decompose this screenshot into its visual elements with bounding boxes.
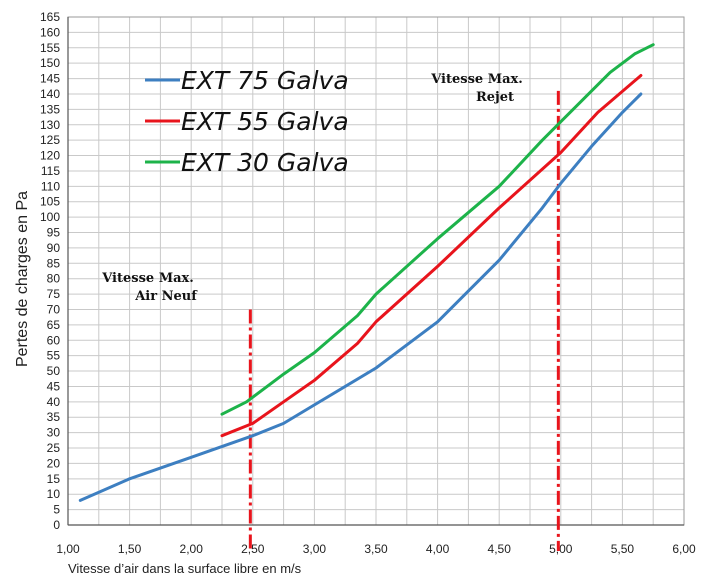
y-tick-label: 145 (40, 72, 60, 86)
y-tick-label: 60 (47, 333, 61, 347)
x-tick-label: 1,50 (118, 542, 142, 556)
x-tick-label: 3,00 (303, 542, 327, 556)
y-tick-label: 0 (53, 518, 60, 532)
y-tick-label: 90 (47, 241, 61, 255)
y-tick-label: 5 (53, 503, 60, 517)
x-tick-label: 2,50 (241, 542, 265, 556)
y-tick-label: 165 (40, 10, 60, 24)
y-tick-label: 135 (40, 102, 60, 116)
series-line (78, 92, 643, 502)
y-tick-label: 115 (41, 164, 60, 178)
y-tick-label: 65 (47, 318, 61, 332)
legend-label: EXT 30 Galva (181, 148, 349, 177)
x-tick-label: 4,00 (426, 542, 450, 556)
y-tick-label: 85 (47, 256, 61, 270)
axes (67, 16, 685, 526)
series-line (220, 74, 643, 438)
x-tick-labels: 1,00 1,50 2,00 2,50 3,00 3,50 4,00 4,50 5,00 5,50… (56, 542, 696, 556)
x-tick-label: 5,50 (611, 542, 635, 556)
y-tick-label: 110 (41, 179, 60, 193)
y-tick-label: 50 (47, 364, 61, 378)
x-axis-label: Vitesse d’air dans la surface libre en m… (68, 561, 302, 576)
x-tick-label: 1,00 (56, 542, 80, 556)
legend-label: EXT 75 Galva (181, 66, 349, 95)
annotations: Vitesse Max. Air Neuf Vitesse Max. Rejet (101, 72, 523, 304)
y-tick-label: 100 (40, 210, 60, 224)
y-tick-label: 75 (47, 287, 61, 301)
grid (67, 16, 685, 526)
series-line (220, 43, 655, 416)
y-tick-label: 160 (40, 25, 60, 39)
y-tick-label: 130 (40, 118, 60, 132)
x-tick-label: 3,50 (364, 542, 388, 556)
x-tick-label: 2,00 (180, 542, 204, 556)
legend: EXT 75 Galva EXT 55 Galva EXT 30 Galva (145, 66, 349, 177)
x-tick-label: 4,50 (488, 542, 512, 556)
legend-label: EXT 55 Galva (181, 107, 349, 136)
y-tick-label: 150 (40, 56, 60, 70)
y-tick-label: 140 (40, 87, 60, 101)
y-tick-label: 125 (40, 133, 60, 147)
y-tick-label: 105 (40, 195, 60, 209)
y-axis-label: Pertes de charges en Pa (14, 191, 31, 367)
y-tick-label: 15 (47, 472, 61, 486)
reference-annotation: Vitesse Max. Rejet (430, 72, 523, 105)
y-tick-label: 40 (47, 395, 61, 409)
y-tick-label: 10 (47, 487, 61, 501)
y-tick-label: 25 (47, 441, 61, 455)
x-tick-label: 6,00 (672, 542, 696, 556)
x-tick-label: 5,00 (549, 542, 573, 556)
y-tick-label: 30 (47, 426, 61, 440)
y-tick-label: 80 (47, 272, 61, 286)
y-tick-label: 45 (47, 379, 61, 393)
y-tick-label: 55 (47, 349, 61, 363)
series-lines (78, 43, 655, 502)
y-tick-label: 70 (47, 302, 61, 316)
y-tick-label: 35 (47, 410, 61, 424)
y-tick-label: 95 (47, 226, 61, 240)
reference-lines (248, 90, 560, 551)
reference-annotation: Vitesse Max. Air Neuf (101, 271, 198, 304)
y-tick-label: 120 (40, 149, 60, 163)
y-tick-label: 155 (40, 41, 60, 55)
y-tick-label: 20 (47, 456, 61, 470)
